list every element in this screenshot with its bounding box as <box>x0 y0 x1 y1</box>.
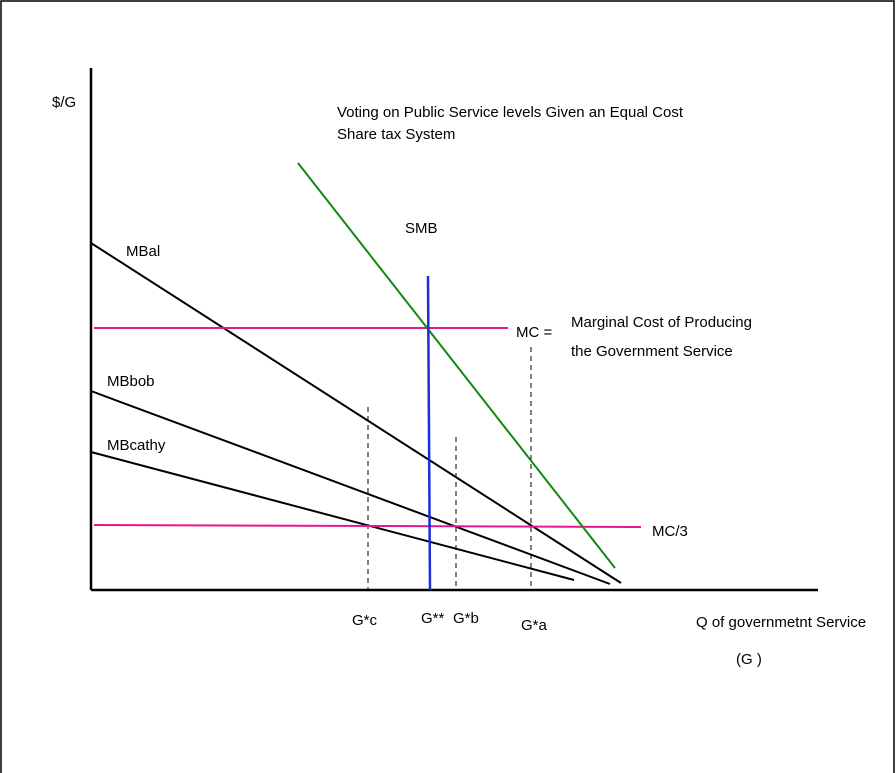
mc-label: MC = <box>516 324 552 341</box>
mbbob-line <box>90 390 611 585</box>
smb-label: SMB <box>405 220 438 237</box>
mc3-label: MC/3 <box>652 523 688 540</box>
x-axis-label: Q of governmetnt Service <box>696 614 866 631</box>
mbbob-label: MBbob <box>107 373 155 390</box>
mc3-line <box>93 524 642 528</box>
g-star-star-line <box>426 275 432 591</box>
diagram-title-line2: Share tax System <box>337 126 455 143</box>
mc-desc-line1: Marginal Cost of Producing <box>571 314 752 331</box>
mbcathy-label: MBcathy <box>107 437 166 454</box>
gc-label: G*c <box>352 612 378 629</box>
x-axis-symbol: (G ) <box>736 651 762 668</box>
y-axis-label: $/G <box>52 94 76 111</box>
mbal-line <box>90 242 622 584</box>
ga-label: G*a <box>521 617 548 634</box>
gb-label: G*b <box>453 610 479 627</box>
mbcathy-line <box>90 451 575 581</box>
gss-label: G** <box>421 610 445 627</box>
mc-desc-line2: the Government Service <box>571 343 733 360</box>
mbal-label: MBal <box>126 243 160 260</box>
diagram-title-line1: Voting on Public Service levels Given an… <box>337 104 684 121</box>
smb-line <box>297 162 616 569</box>
